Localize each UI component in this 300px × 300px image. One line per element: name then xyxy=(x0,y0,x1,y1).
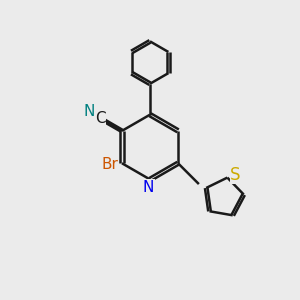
Text: Br: Br xyxy=(101,157,118,172)
Text: C: C xyxy=(95,111,106,126)
Text: N: N xyxy=(83,104,94,119)
Text: N: N xyxy=(143,180,154,195)
Text: S: S xyxy=(230,166,241,184)
